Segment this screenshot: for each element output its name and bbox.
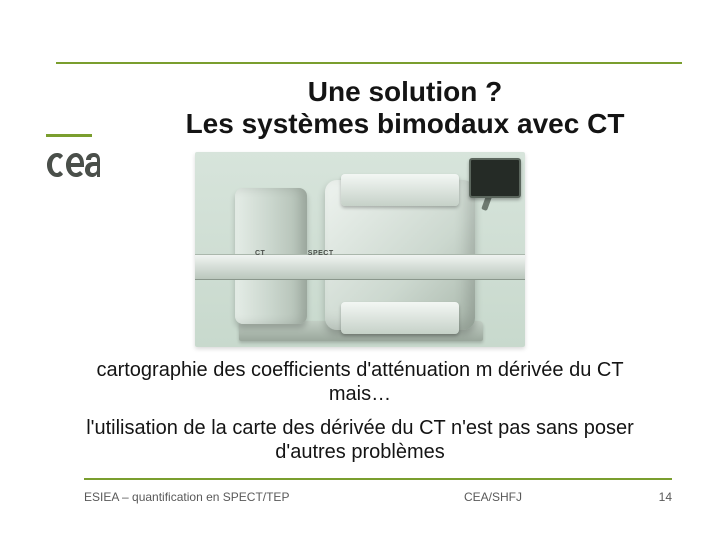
top-divider xyxy=(56,62,682,64)
title-line-1: Une solution ? xyxy=(150,76,660,108)
paragraph-1: cartographie des coefficients d'atténuat… xyxy=(46,358,674,406)
spect-detector-bottom xyxy=(341,302,459,334)
spect-detector-top xyxy=(341,174,459,206)
scanner-illustration: CT SPECT xyxy=(195,152,525,347)
footer-left-text: ESIEA – quantification en SPECT/TEP xyxy=(84,490,289,504)
footer-center-text: CEA/SHFJ xyxy=(464,490,522,504)
logo-accent-line xyxy=(46,134,92,137)
spect-label: SPECT xyxy=(308,250,334,257)
para1-line2: mais… xyxy=(46,382,674,406)
bottom-divider xyxy=(84,478,672,480)
para1-line1: cartographie des coefficients d'atténuat… xyxy=(46,358,674,382)
para2-line1: l'utilisation de la carte des dérivée du… xyxy=(46,416,674,440)
title-line-2: Les systèmes bimodaux avec CT xyxy=(150,108,660,140)
slide-title: Une solution ? Les systèmes bimodaux ave… xyxy=(150,76,660,140)
ct-label: CT xyxy=(255,250,265,257)
cea-logo xyxy=(46,134,100,181)
console-monitor-shape xyxy=(469,158,521,198)
cea-logo-icon xyxy=(46,149,100,181)
paragraph-2: l'utilisation de la carte des dérivée du… xyxy=(46,416,674,464)
slide-number: 14 xyxy=(659,490,672,504)
para2-line2: d'autres problèmes xyxy=(46,440,674,464)
patient-bed-shape xyxy=(195,254,525,280)
modality-labels: CT SPECT xyxy=(255,250,334,257)
